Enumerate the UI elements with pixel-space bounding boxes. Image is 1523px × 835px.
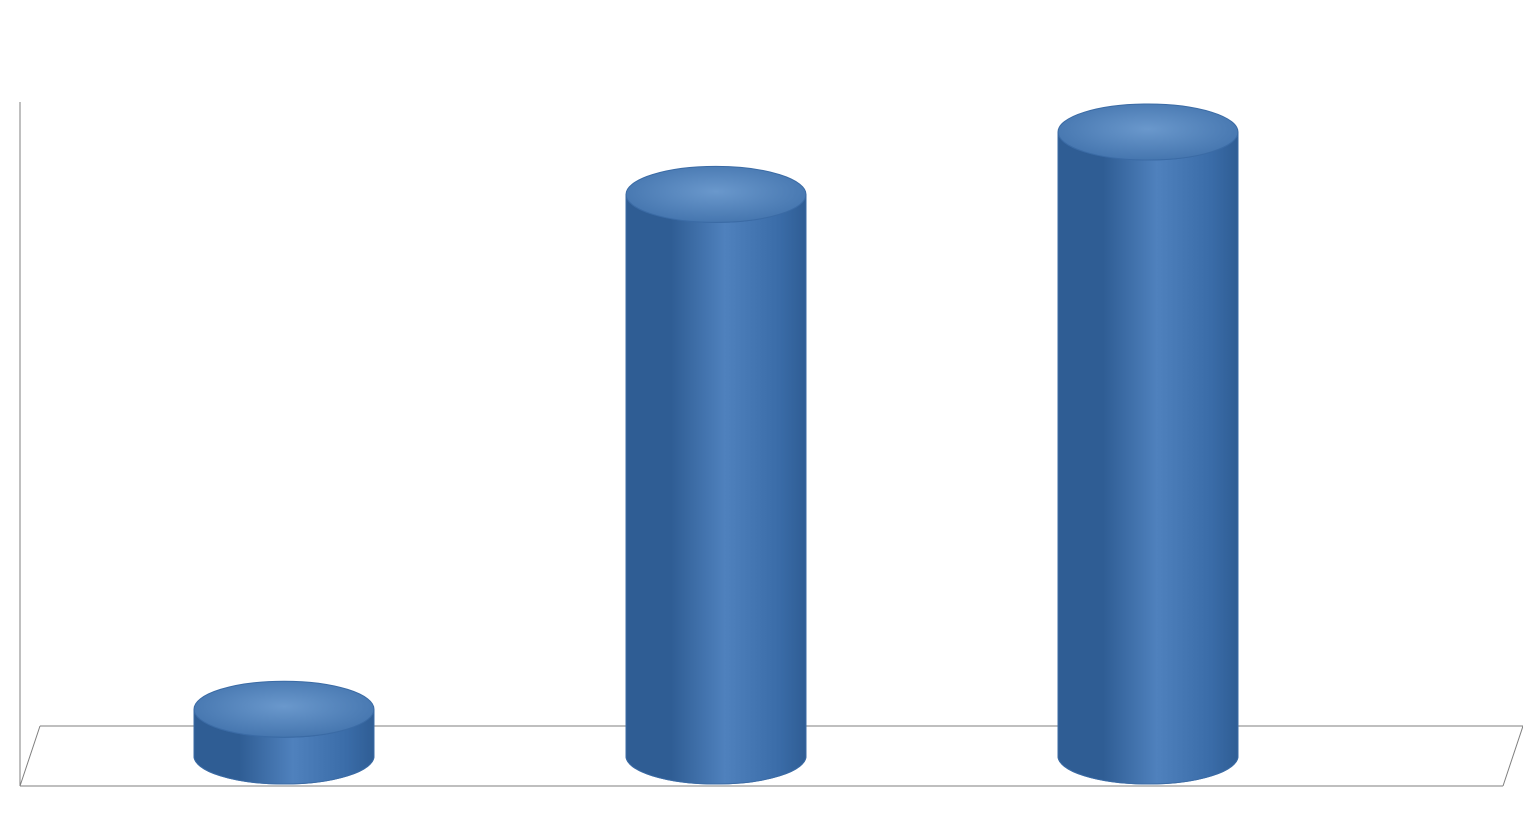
chart-svg bbox=[0, 0, 1523, 835]
cylinder-bar-chart bbox=[0, 0, 1523, 835]
